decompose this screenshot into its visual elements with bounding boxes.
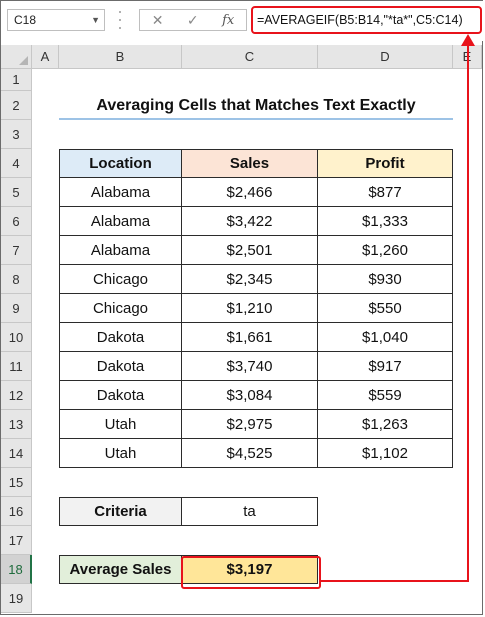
name-box-value: C18: [14, 13, 37, 27]
row-header-9[interactable]: 9: [1, 294, 32, 323]
table-cell[interactable]: $1,040: [318, 323, 453, 352]
row-header-2[interactable]: 2: [1, 91, 32, 120]
table-cell[interactable]: $930: [318, 265, 453, 294]
row-header-15[interactable]: 15: [1, 468, 32, 497]
table-cell[interactable]: $2,345: [182, 265, 318, 294]
formula-bar: C18 ▼ ✕ ✓ fx =AVERAGEIF(B5:B14,"*ta*",C5…: [1, 1, 484, 41]
table-cell[interactable]: Utah: [59, 410, 182, 439]
resize-handle[interactable]: [118, 11, 122, 29]
row-header-3[interactable]: 3: [1, 120, 32, 149]
table-cell[interactable]: Chicago: [59, 265, 182, 294]
table-cell[interactable]: $3,422: [182, 207, 318, 236]
table-cell[interactable]: $550: [318, 294, 453, 323]
table-cell[interactable]: Dakota: [59, 352, 182, 381]
row-header-8[interactable]: 8: [1, 265, 32, 294]
table-cell[interactable]: $1,263: [318, 410, 453, 439]
column-header-c[interactable]: C: [182, 45, 318, 69]
table-cell[interactable]: $2,501: [182, 236, 318, 265]
row-header-19[interactable]: 19: [1, 584, 32, 613]
row-header-11[interactable]: 11: [1, 352, 32, 381]
name-box[interactable]: C18 ▼: [7, 9, 105, 31]
row-header-14[interactable]: 14: [1, 439, 32, 468]
table-cell[interactable]: $1,333: [318, 207, 453, 236]
row-header-5[interactable]: 5: [1, 178, 32, 207]
cancel-icon[interactable]: ✕: [151, 11, 164, 28]
select-all-corner[interactable]: [1, 45, 32, 69]
column-header-b[interactable]: B: [59, 45, 182, 69]
table-cell[interactable]: Chicago: [59, 294, 182, 323]
arrow-horizontal: [320, 580, 468, 582]
column-header-d[interactable]: D: [318, 45, 453, 69]
table-cell[interactable]: $1,210: [182, 294, 318, 323]
table-cell[interactable]: Alabama: [59, 178, 182, 207]
table-cell[interactable]: Utah: [59, 439, 182, 468]
row-header-16[interactable]: 16: [1, 497, 32, 526]
table-cell[interactable]: Dakota: [59, 323, 182, 352]
chevron-down-icon[interactable]: ▼: [91, 15, 100, 25]
table-cell[interactable]: $4,525: [182, 439, 318, 468]
table-cell[interactable]: $1,661: [182, 323, 318, 352]
table-cell[interactable]: $2,975: [182, 410, 318, 439]
table-cell[interactable]: $877: [318, 178, 453, 207]
sheet-title[interactable]: Averaging Cells that Matches Text Exactl…: [96, 96, 416, 114]
row-header-4[interactable]: 4: [1, 149, 32, 178]
table-cell[interactable]: Alabama: [59, 236, 182, 265]
table-cell[interactable]: $3,740: [182, 352, 318, 381]
table-header-profit[interactable]: Profit: [318, 149, 453, 178]
column-header-a[interactable]: A: [32, 45, 59, 69]
table-header-sales[interactable]: Sales: [182, 149, 318, 178]
row-header-17[interactable]: 17: [1, 526, 32, 555]
title-underline: [59, 118, 453, 120]
formula-input[interactable]: =AVERAGEIF(B5:B14,"*ta*",C5:C14): [251, 6, 482, 34]
check-icon[interactable]: ✓: [186, 11, 199, 28]
table-cell[interactable]: $3,084: [182, 381, 318, 410]
insert-function-icon[interactable]: fx: [222, 12, 235, 28]
table-cell[interactable]: Dakota: [59, 381, 182, 410]
average-sales-label[interactable]: Average Sales: [59, 555, 182, 584]
row-header-13[interactable]: 13: [1, 410, 32, 439]
table-cell[interactable]: $917: [318, 352, 453, 381]
criteria-label[interactable]: Criteria: [59, 497, 182, 526]
row-header-6[interactable]: 6: [1, 207, 32, 236]
row-header-18[interactable]: 18: [1, 555, 32, 584]
row-header-1[interactable]: 1: [1, 69, 32, 91]
criteria-value[interactable]: ta: [182, 497, 318, 526]
arrow-vertical: [467, 43, 469, 582]
row-header-12[interactable]: 12: [1, 381, 32, 410]
table-cell[interactable]: $559: [318, 381, 453, 410]
formula-buttons: ✕ ✓ fx: [139, 9, 247, 31]
table-cell[interactable]: $1,102: [318, 439, 453, 468]
row-header-7[interactable]: 7: [1, 236, 32, 265]
table-cell[interactable]: Alabama: [59, 207, 182, 236]
table-header-location[interactable]: Location: [59, 149, 182, 178]
row-header-10[interactable]: 10: [1, 323, 32, 352]
table-cell[interactable]: $1,260: [318, 236, 453, 265]
average-sales-value[interactable]: $3,197: [182, 555, 318, 584]
result-highlight-box: [181, 556, 321, 589]
table-cell[interactable]: $2,466: [182, 178, 318, 207]
arrow-head-icon: [461, 34, 475, 46]
